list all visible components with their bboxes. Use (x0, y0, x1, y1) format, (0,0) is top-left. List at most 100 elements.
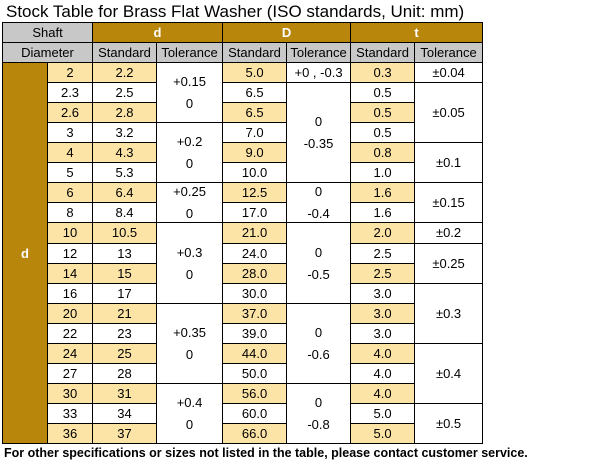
t-standard-cell: 3.0 (350, 282, 416, 304)
d-tolerance-line: 0 (185, 346, 194, 362)
t-tolerance-line: ±0.15 (432, 195, 465, 211)
table-row: 5 5.3 10.0 1.0 (3, 162, 483, 184)
header-shaft: Shaft (1, 21, 94, 44)
D-standard-cell: 44.0 (222, 342, 288, 364)
table-row: 16 17 30.0 3.0 ±0.3 (3, 282, 484, 344)
t-tolerance-cell: ±0.04 (414, 62, 484, 84)
d-standard-cell: 15 (92, 262, 158, 284)
d-tolerance-line: +0.25 (173, 184, 206, 200)
t-standard-cell: 2.5 (350, 242, 416, 264)
t-standard-cell: 1.0 (350, 162, 416, 184)
header-t-standard: Standard (350, 42, 416, 64)
d-tolerance-cell: +0.3 0 (156, 222, 224, 304)
header-t-tolerance: Tolerance (414, 42, 484, 64)
t-tolerance-line: ±0.1 (435, 155, 462, 171)
D-tolerance-line: 0 (314, 394, 323, 410)
D-standard-cell: 24.0 (222, 242, 288, 264)
D-standard-cell: 5.0 (222, 62, 288, 84)
D-tolerance-line: -0.8 (307, 416, 330, 432)
shaft-diameter-cell: 12 (46, 242, 94, 264)
header-thickness: t (350, 21, 484, 44)
shaft-diameter-cell: 33 (46, 402, 94, 424)
shaft-diameter-cell: 36 (46, 422, 94, 445)
shaft-diameter-cell: 2.6 (46, 102, 94, 124)
d-tolerance-cell: +0.15 0 (156, 62, 224, 124)
header-d-tolerance: Tolerance (156, 42, 224, 64)
header-d-standard: Standard (92, 42, 158, 64)
shaft-diameter-cell: 2 (46, 62, 94, 84)
t-standard-cell: 4.0 (350, 342, 416, 364)
D-standard-cell: 17.0 (222, 202, 288, 224)
D-standard-cell: 30.0 (222, 282, 288, 304)
D-standard-cell: 9.0 (222, 142, 288, 164)
t-tolerance-line: ±0.5 (435, 415, 462, 431)
D-tolerance-line: -0.4 (307, 206, 330, 222)
d-tolerance-line: +0.35 (173, 324, 206, 340)
d-standard-cell: 25 (92, 342, 158, 364)
D-tolerance-line: +0 , -0.3 (294, 65, 343, 81)
d-tolerance-line: +0.2 (176, 134, 203, 150)
t-standard-cell: 4.0 (350, 362, 416, 384)
table-row: 20 21 +0.35 0 37.0 0 -0.6 3.0 (3, 302, 483, 384)
t-standard-cell: 0.8 (350, 142, 416, 164)
header-inner-diameter: d (92, 21, 224, 44)
d-standard-cell: 28 (92, 362, 158, 384)
d-standard-cell: 31 (92, 382, 158, 404)
footer-note: For other specifications or sizes not li… (4, 446, 528, 460)
d-tolerance-cell: +0.4 0 (156, 382, 224, 445)
t-standard-cell: 1.6 (350, 202, 416, 224)
t-standard-cell: 2.5 (350, 262, 416, 284)
d-tolerance-cell: +0.2 0 (156, 122, 224, 184)
table-row: 36 37 66.0 5.0 (3, 422, 483, 445)
shaft-diameter-cell: 6 (46, 182, 94, 204)
t-tolerance-line: ±0.4 (435, 365, 462, 381)
shaft-diameter-cell: 8 (46, 202, 94, 224)
D-tolerance-line: 0 (314, 114, 323, 130)
D-tolerance-cell: 0 -0.6 (286, 302, 352, 384)
D-tolerance-cell: 0 -0.8 (286, 382, 352, 445)
shaft-diameter-cell: 20 (46, 302, 94, 324)
table-row: 8 8.4 17.0 1.6 (3, 202, 483, 224)
table-row: 6 6.4 +0.25 0 12.5 0 -0.4 1.6 ±0.15 (3, 182, 484, 224)
t-standard-cell: 0.3 (350, 62, 416, 84)
d-tolerance-line: +0.15 (173, 74, 206, 90)
D-tolerance-line: 0 (314, 324, 323, 340)
shaft-diameter-cell: 5 (46, 162, 94, 184)
D-tolerance-cell: 0 -0.4 (286, 182, 352, 224)
table-row: 24 25 44.0 4.0 ±0.4 (3, 342, 484, 404)
t-tolerance-cell: ±0.4 (414, 342, 484, 404)
table-row: 22 23 39.0 3.0 (3, 322, 483, 344)
d-standard-cell: 37 (92, 422, 158, 445)
shaft-diameter-cell: 3 (46, 122, 94, 144)
t-standard-cell: 2.0 (350, 222, 416, 244)
table-row: 30 31 +0.4 0 56.0 0 -0.8 4.0 (3, 382, 483, 445)
t-standard-cell: 4.0 (350, 382, 416, 404)
page-title: Stock Table for Brass Flat Washer (ISO s… (6, 2, 465, 21)
table-row: 2.6 2.8 6.5 0.5 (3, 102, 483, 124)
D-tolerance-line: -0.5 (307, 266, 330, 282)
d-standard-cell: 10.5 (92, 222, 158, 244)
t-standard-cell: 5.0 (350, 422, 416, 445)
d-tolerance-line: 0 (185, 156, 194, 172)
d-standard-cell: 23 (92, 322, 158, 344)
t-tolerance-cell: ±0.05 (414, 82, 484, 144)
table-row: 33 34 60.0 5.0 ±0.5 (3, 402, 484, 445)
D-standard-cell: 10.0 (222, 162, 288, 184)
shaft-diameter-cell: 27 (46, 362, 94, 384)
d-standard-cell: 8.4 (92, 202, 158, 224)
t-tolerance-cell: ±0.5 (414, 402, 484, 445)
t-tolerance-cell: ±0.15 (414, 182, 484, 224)
D-standard-cell: 50.0 (222, 362, 288, 384)
D-tolerance-cell: +0 , -0.3 (286, 62, 352, 84)
t-tolerance-cell: ±0.3 (414, 282, 484, 344)
t-tolerance-cell: ±0.25 (414, 242, 484, 284)
t-standard-cell: 3.0 (350, 322, 416, 344)
t-standard-cell: 0.5 (350, 102, 416, 124)
t-tolerance-line: ±0.04 (432, 65, 465, 81)
d-tolerance-line: +0.4 (176, 394, 203, 410)
D-standard-cell: 6.5 (222, 82, 288, 104)
header-D-standard: Standard (222, 42, 288, 64)
D-tolerance-line: 0 (314, 184, 323, 200)
D-tolerance-cell: 0 -0.35 (286, 82, 352, 184)
D-standard-cell: 60.0 (222, 402, 288, 424)
